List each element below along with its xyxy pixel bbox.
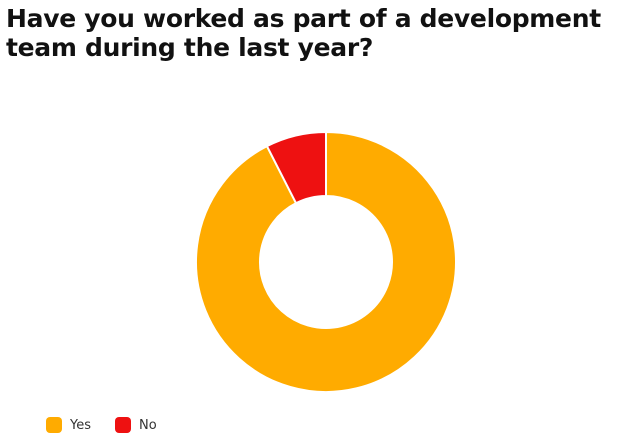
legend-item-yes[interactable]: Yes: [46, 417, 91, 433]
chart-legend: Yes No: [46, 417, 181, 433]
donut-slice-yes[interactable]: [195, 130, 457, 393]
legend-label-no: No: [139, 417, 157, 433]
legend-swatch-no: [115, 417, 131, 433]
chart-title: Have you worked as part of a development…: [6, 4, 601, 62]
donut-slice-no[interactable]: [265, 130, 327, 205]
legend-item-no[interactable]: No: [115, 417, 157, 433]
legend-swatch-yes: [46, 417, 62, 433]
legend-label-yes: Yes: [70, 417, 91, 433]
